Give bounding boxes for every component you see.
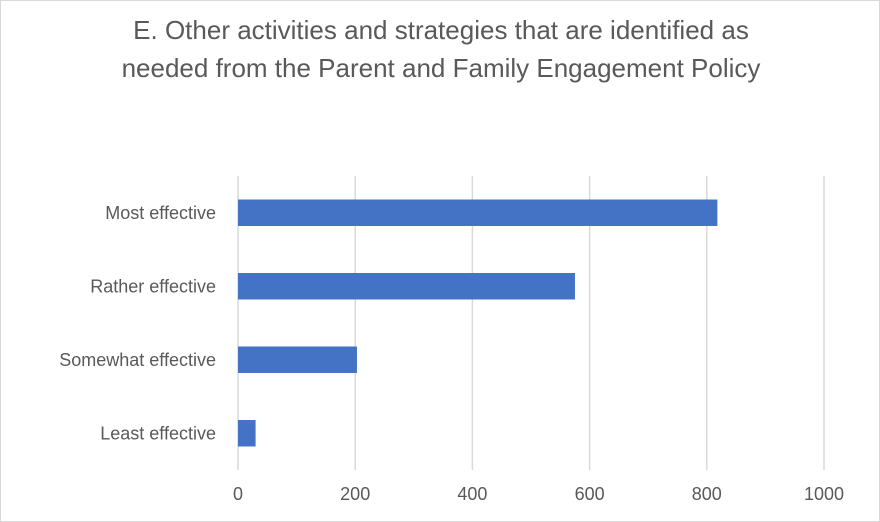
- bars: [238, 199, 718, 447]
- category-labels: Most effective Rather effective Somewhat e…: [59, 203, 216, 444]
- x-tick-label: 0: [233, 484, 243, 504]
- x-tick-label: 800: [692, 484, 722, 504]
- x-tick-label: 600: [575, 484, 605, 504]
- bar-somewhat-effective: [238, 346, 357, 373]
- bar-most-effective: [238, 199, 718, 226]
- x-tick-label: 200: [340, 484, 370, 504]
- category-label: Least effective: [100, 423, 216, 443]
- bar-rather-effective: [238, 273, 575, 300]
- x-tick-label: 400: [457, 484, 487, 504]
- x-tick-label: 1000: [804, 484, 844, 504]
- category-label: Rather effective: [90, 276, 216, 296]
- category-label: Most effective: [105, 203, 216, 223]
- x-tick-labels: 0 200 400 600 800 1000: [233, 484, 844, 504]
- bar-least-effective: [238, 420, 256, 447]
- chart-title: E. Other activities and strategies that …: [121, 15, 761, 83]
- category-label: Somewhat effective: [59, 350, 216, 370]
